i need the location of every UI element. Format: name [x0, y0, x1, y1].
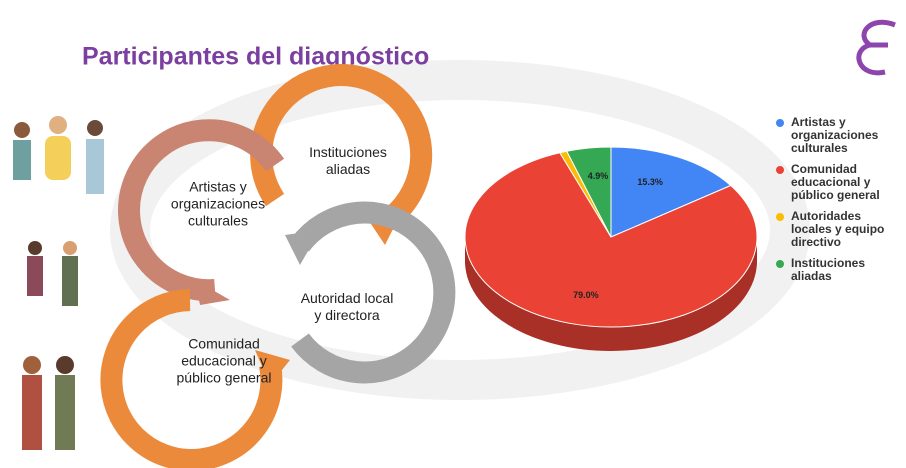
- data-label: 79.0%: [573, 290, 599, 300]
- node-label: y directora: [314, 307, 380, 323]
- node-label: culturales: [188, 213, 248, 229]
- legend-entry: Artistas y organizaciones culturales: [776, 116, 904, 155]
- node-label: Comunidad: [188, 336, 260, 352]
- legend-swatch: [776, 119, 784, 127]
- legend-entry: Autoridades locales y equipo directivo: [776, 210, 904, 249]
- data-label: 4.9%: [588, 171, 609, 181]
- node-label: Autoridad local: [301, 290, 394, 306]
- cycle-diagram: [111, 75, 444, 460]
- node-label: público general: [177, 370, 272, 386]
- data-label: 15.3%: [637, 177, 663, 187]
- legend-label: Instituciones aliadas: [791, 256, 865, 283]
- legend-swatch: [776, 166, 784, 174]
- logo: [859, 22, 895, 73]
- slide-title: Participantes del diagnóstico: [82, 43, 429, 71]
- legend: Artistas y organizaciones culturales Comu…: [776, 116, 904, 291]
- slide: Participantes del diagnóstico Institucio…: [0, 0, 906, 468]
- legend-entry: Instituciones aliadas: [776, 257, 904, 283]
- node-label: educacional y: [181, 353, 267, 369]
- arrow-head: [285, 230, 320, 265]
- legend-entry: Comunidad educacional y público general: [776, 163, 904, 202]
- people-illustration: [13, 116, 104, 450]
- node-label: Instituciones: [309, 144, 387, 160]
- slide-canvas: Participantes del diagnóstico Institucio…: [0, 0, 906, 468]
- legend-swatch: [776, 260, 784, 268]
- legend-swatch: [776, 213, 784, 221]
- node-label: organizaciones: [171, 196, 265, 212]
- legend-label: Artistas y organizaciones culturales: [791, 115, 878, 155]
- node-label: Artistas y: [189, 179, 247, 195]
- node-label: aliadas: [326, 161, 370, 177]
- legend-label: Autoridades locales y equipo directivo: [791, 209, 884, 249]
- legend-label: Comunidad educacional y público general: [791, 162, 880, 202]
